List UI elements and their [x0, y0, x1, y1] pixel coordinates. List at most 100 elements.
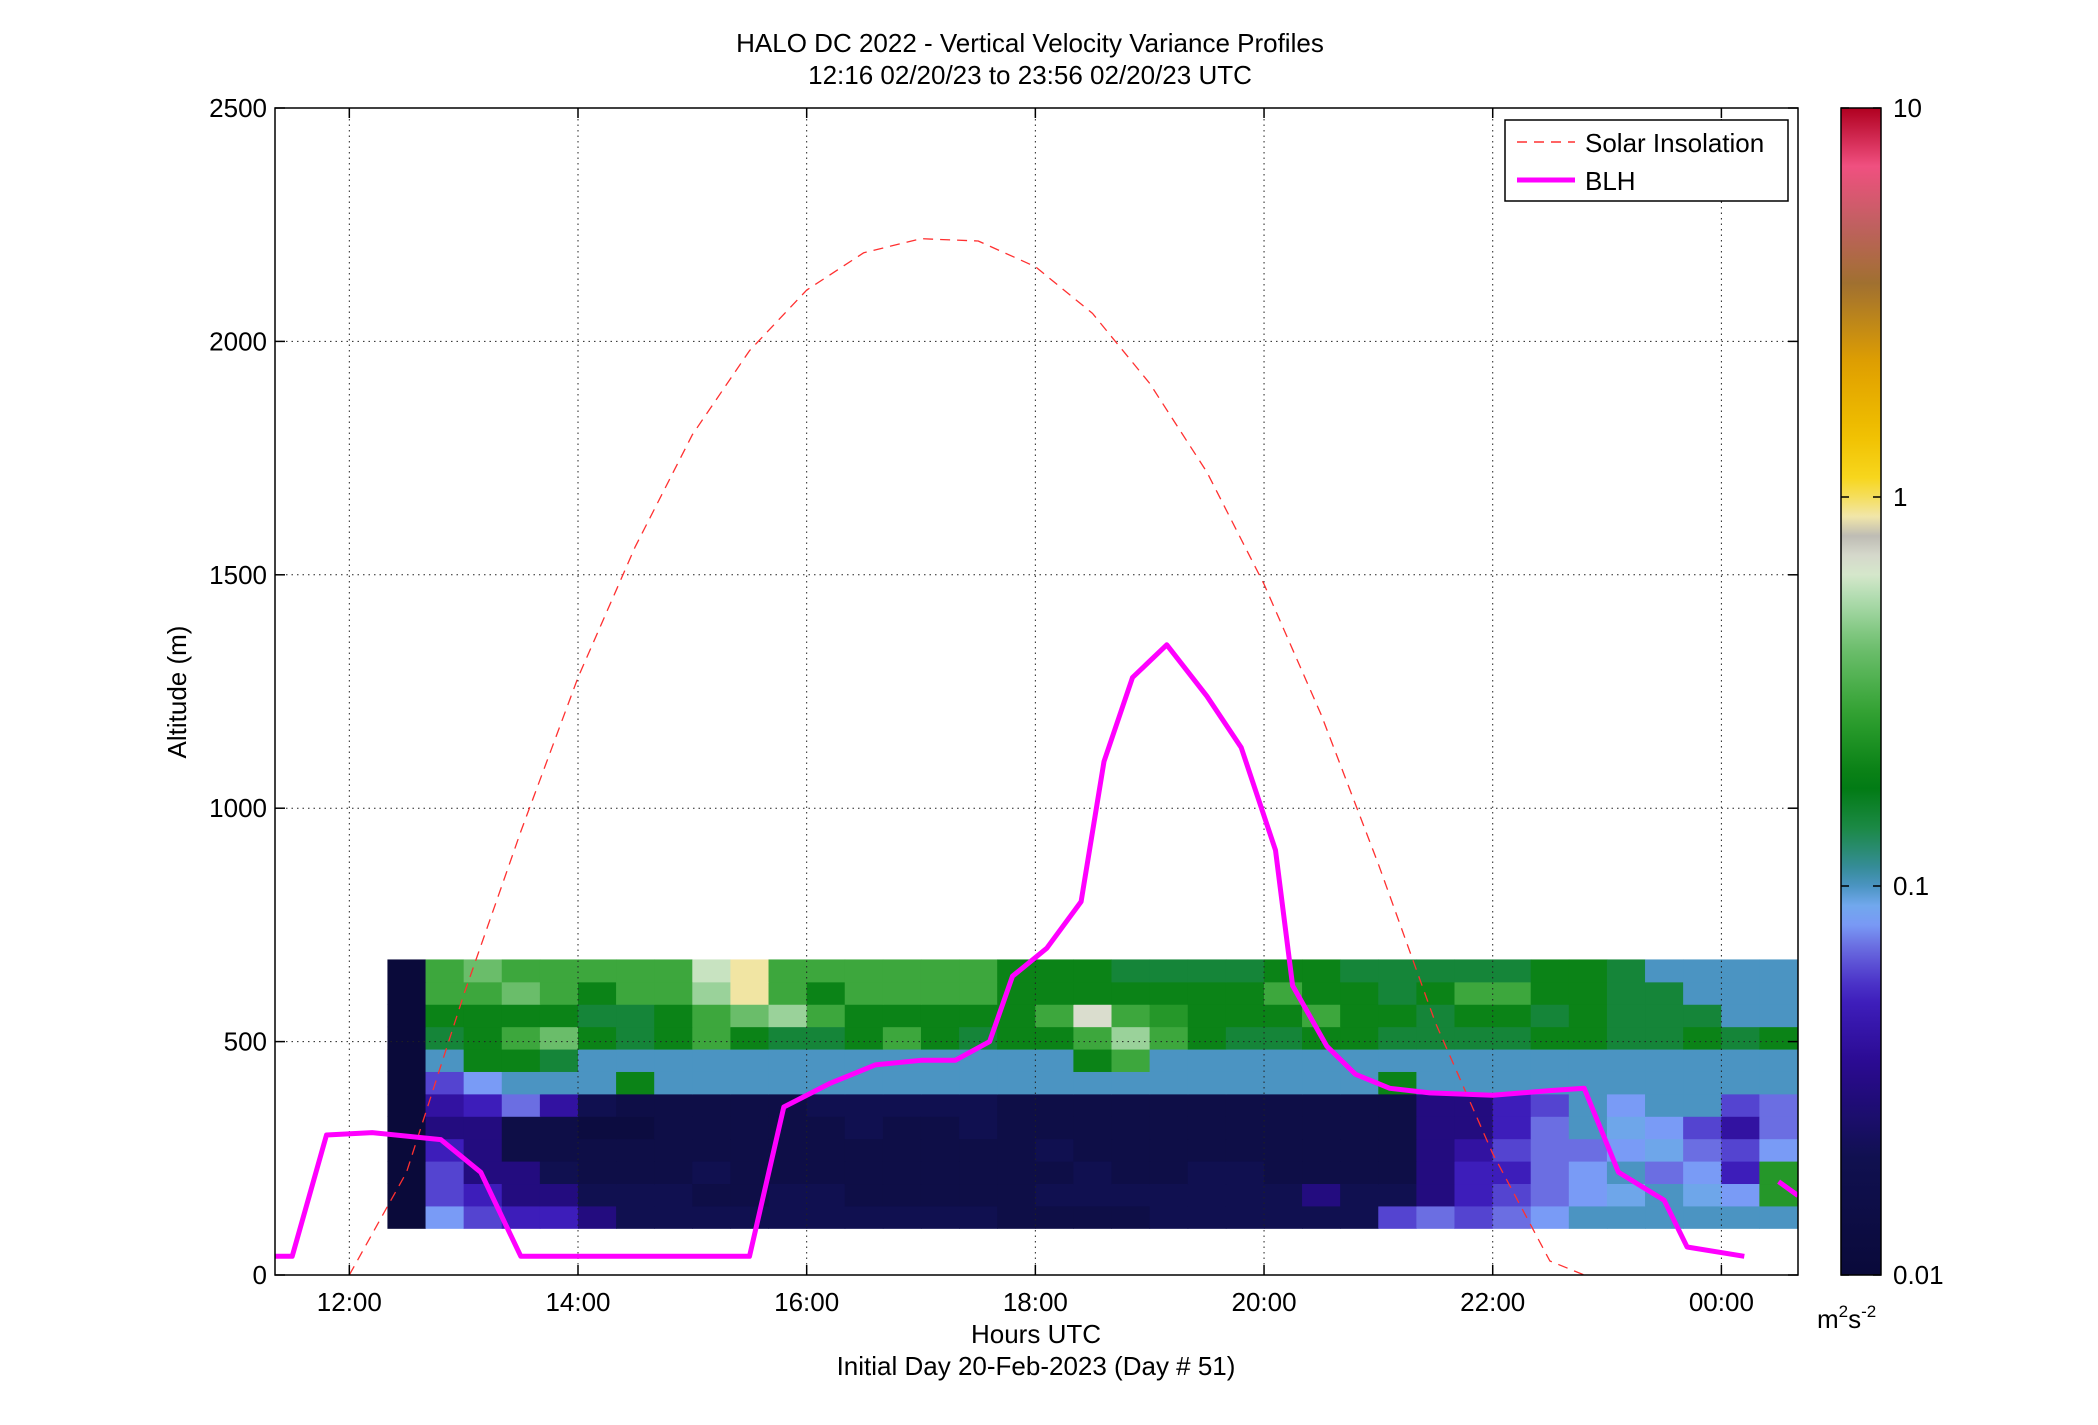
heatmap-cell — [387, 1183, 427, 1207]
heatmap-cell — [1454, 1183, 1494, 1207]
heatmap-cell — [692, 1071, 731, 1095]
heatmap-cell — [1263, 1205, 1303, 1229]
heatmap-cell — [882, 1183, 922, 1207]
heatmap-cell — [1568, 1093, 1608, 1117]
heatmap-cell — [768, 981, 808, 1005]
heatmap-cell — [806, 1093, 846, 1117]
heatmap-cell — [806, 1205, 846, 1229]
heatmap-cell — [1378, 1138, 1417, 1162]
heatmap-cell — [1225, 1071, 1265, 1095]
heatmap-cell — [1149, 1161, 1189, 1185]
heatmap-cell — [425, 1026, 465, 1050]
heatmap-cell — [1645, 981, 1684, 1005]
heatmap-cell — [1530, 1161, 1570, 1185]
y-tick-label: 500 — [224, 1027, 267, 1057]
heatmap-cell — [1721, 1183, 1760, 1207]
heatmap-cell — [501, 1205, 541, 1229]
heatmap-cell — [844, 1004, 884, 1028]
heatmap-cell — [692, 1026, 731, 1050]
heatmap-cell — [959, 1004, 998, 1028]
heatmap-cell — [959, 1161, 998, 1185]
heatmap-cell — [425, 1116, 465, 1140]
x-axis-label: Hours UTC — [971, 1319, 1101, 1349]
heatmap-cell — [1492, 1026, 1532, 1050]
heatmap-cell — [882, 1161, 922, 1185]
heatmap-cell — [1530, 1116, 1570, 1140]
heatmap-cell — [1035, 1116, 1074, 1140]
heatmap-cell — [1530, 1183, 1570, 1207]
heatmap-cell — [1187, 981, 1227, 1005]
heatmap-cell — [387, 1093, 427, 1117]
x-tick-label: 16:00 — [774, 1287, 839, 1317]
heatmap-cell — [387, 959, 427, 983]
heatmap-cell — [1187, 1093, 1227, 1117]
heatmap-cell — [1721, 1093, 1760, 1117]
colorbar-tick-label: 0.1 — [1893, 871, 1929, 901]
heatmap-cell — [539, 1138, 579, 1162]
heatmap-cell — [1187, 1071, 1227, 1095]
heatmap-cell — [539, 1049, 579, 1072]
heatmap-cell — [1568, 981, 1608, 1005]
heatmap-cell — [1340, 959, 1379, 983]
heatmap-cell — [463, 959, 503, 983]
heatmap-cell — [387, 1071, 427, 1095]
heatmap-cell — [1073, 1071, 1113, 1095]
heatmap-cell — [692, 981, 731, 1005]
heatmap-cell — [1149, 1071, 1189, 1095]
heatmap-cell — [730, 959, 770, 983]
heatmap-cell — [1416, 1138, 1455, 1162]
heatmap-cell — [577, 959, 617, 983]
heatmap-cell — [1149, 1205, 1189, 1229]
heatmap-cell — [1759, 1093, 1798, 1117]
heatmap-cell — [1340, 1161, 1379, 1185]
colorbar: 0.01 0.1 1 10 m2s-2 — [1817, 93, 1944, 1334]
heatmap-cell — [997, 1093, 1036, 1117]
heatmap-cell — [1340, 1026, 1379, 1050]
heatmap-cell — [501, 1026, 541, 1050]
heatmap-cell — [730, 1183, 770, 1207]
heatmap-cell — [882, 1138, 922, 1162]
heatmap-cell — [997, 1071, 1036, 1095]
heatmap-cell — [1225, 1026, 1265, 1050]
heatmap-cell — [1302, 1183, 1341, 1207]
heatmap-cell — [1568, 1138, 1608, 1162]
heatmap-cell — [1683, 1026, 1722, 1050]
heatmap-cell — [463, 1205, 503, 1229]
heatmap-cell — [806, 1161, 846, 1185]
heatmap-cell — [1492, 1093, 1532, 1117]
heatmap-cell — [501, 1116, 541, 1140]
heatmap-cell — [844, 1026, 884, 1050]
heatmap-cell — [920, 1183, 960, 1207]
heatmap-cell — [1606, 1004, 1646, 1028]
heatmap-cell — [1492, 1004, 1532, 1028]
heatmap-cell — [882, 1205, 922, 1229]
heatmap-cell — [1492, 1116, 1532, 1140]
heatmap-cell — [1492, 1205, 1532, 1229]
heatmap-cell — [463, 1138, 503, 1162]
heatmap-cell — [1683, 1183, 1722, 1207]
y-tick-label: 1500 — [209, 560, 267, 590]
heatmap-cell — [616, 1205, 655, 1229]
heatmap-cell — [1302, 1093, 1341, 1117]
heatmap-cell — [730, 1161, 770, 1185]
heatmap-cell — [463, 1026, 503, 1050]
heatmap-cell — [616, 1116, 655, 1140]
heatmap-cell — [1340, 1183, 1379, 1207]
heatmap-cell — [882, 959, 922, 983]
legend: Solar Insolation BLH — [1504, 119, 1789, 202]
heatmap-cell — [1263, 959, 1303, 983]
heatmap-cell — [1645, 1161, 1684, 1185]
heatmap-cell — [1378, 959, 1417, 983]
heatmap-cell — [539, 1116, 579, 1140]
heatmap-cell — [768, 1049, 808, 1072]
heatmap-cell — [692, 1116, 731, 1140]
heatmap-cell — [1530, 959, 1570, 983]
heatmap-cell — [806, 1183, 846, 1207]
heatmap-cell — [882, 1026, 922, 1050]
heatmap-cell — [425, 1004, 465, 1028]
heatmap-cell — [1721, 1004, 1760, 1028]
heatmap-cell — [1187, 1026, 1227, 1050]
heatmap-cell — [1416, 1183, 1455, 1207]
heatmap-cell — [1416, 1205, 1455, 1229]
heatmap-cell — [1073, 981, 1113, 1005]
